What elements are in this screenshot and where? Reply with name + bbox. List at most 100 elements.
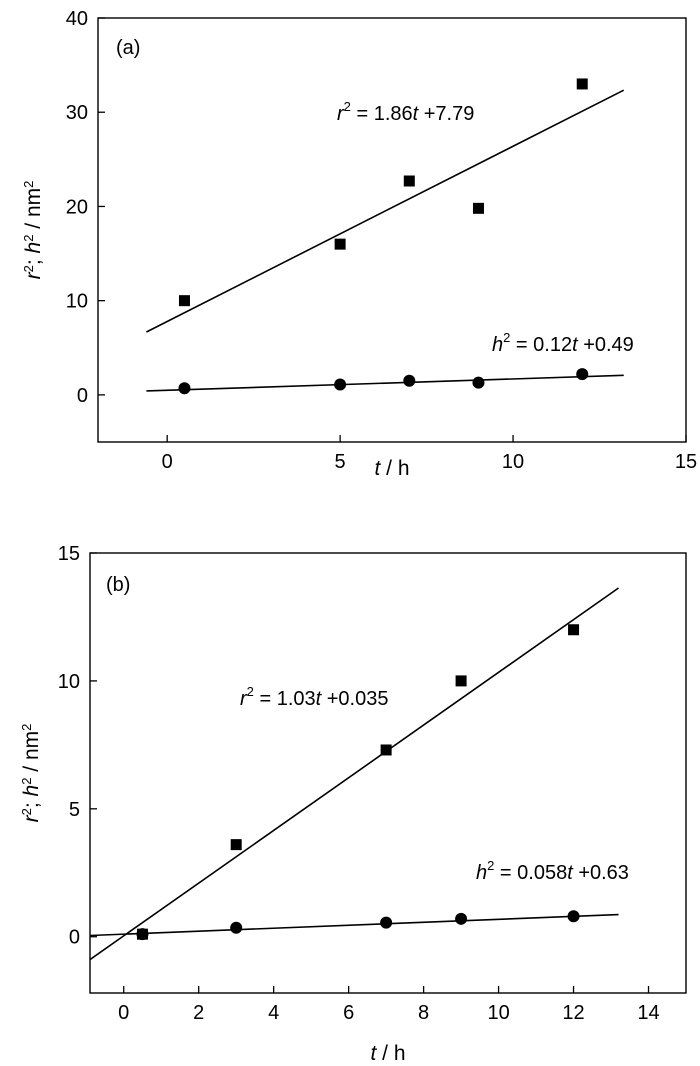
data-point-square — [472, 202, 484, 214]
x-axis-title: t / h — [370, 1042, 405, 1065]
x-tick-label: 4 — [268, 1002, 279, 1024]
x-axis-var: t — [370, 1042, 377, 1065]
data-point-circle — [403, 374, 416, 387]
panel-label: (a) — [116, 37, 140, 59]
equation-t: t — [413, 103, 420, 125]
x-axis-unit: / h — [380, 457, 409, 480]
y-tick-label: 40 — [66, 8, 88, 30]
equation-t: t — [316, 688, 323, 710]
x-axis-var: t — [374, 457, 381, 480]
equation-label: r2 = 1.03t +0.035 — [240, 684, 388, 710]
equation-intercept: +7.79 — [418, 103, 474, 125]
data-point-square — [178, 295, 190, 307]
y-tick-label: 10 — [66, 291, 88, 313]
x-tick-label: 12 — [562, 1002, 584, 1024]
equation-sup: 2 — [344, 99, 351, 114]
data-point-circle — [472, 376, 485, 389]
data-point-square — [576, 78, 588, 90]
equation-intercept: +0.63 — [573, 862, 629, 884]
equation-coef: = 1.03 — [254, 688, 316, 710]
y-axis-sup: 2 — [19, 808, 34, 815]
y-tick-label: 0 — [77, 385, 88, 407]
data-point-circle — [178, 382, 191, 395]
data-point-circle — [230, 921, 243, 934]
equation-var: r — [240, 688, 248, 710]
y-axis-var-h: h — [20, 785, 43, 797]
plot-frame — [97, 17, 687, 443]
data-point-circle — [567, 910, 580, 923]
x-tick-label: 8 — [418, 1002, 429, 1024]
fit-line — [89, 913, 619, 937]
equation-sup: 2 — [247, 684, 254, 699]
y-axis-unit-sup: 2 — [21, 181, 36, 188]
y-axis-var-r: r — [22, 271, 45, 279]
equation-sup: 2 — [503, 330, 510, 345]
data-point-circle — [380, 916, 393, 929]
fit-line — [89, 587, 619, 961]
x-tick-label: 15 — [675, 451, 697, 473]
x-tick-label: 10 — [502, 451, 524, 473]
y-axis-title: r2; h2 / nm2 — [21, 181, 46, 280]
equation-coef: = 1.86 — [351, 103, 413, 125]
y-axis-sup: 2 — [19, 778, 34, 785]
equation-t: t — [567, 862, 574, 884]
data-point-circle — [455, 912, 468, 925]
y-tick-label: 15 — [58, 543, 80, 565]
y-axis-title: r2; h2 / nm2 — [19, 724, 44, 823]
y-tick-label: 5 — [69, 799, 80, 821]
data-point-square — [403, 175, 415, 187]
y-axis-unit: / nm — [20, 731, 43, 778]
x-tick-label: 5 — [335, 451, 346, 473]
equation-coef: = 0.12 — [510, 334, 572, 356]
equation-coef: = 0.058 — [494, 862, 567, 884]
panel-label: (b) — [106, 574, 130, 596]
y-axis-sup: 2 — [21, 265, 36, 272]
equation-sup: 2 — [487, 858, 494, 873]
y-axis-unit: / nm — [22, 188, 45, 235]
data-point-square — [334, 238, 346, 250]
data-point-circle — [334, 378, 347, 391]
y-tick-label: 20 — [66, 196, 88, 218]
x-axis-title: t / h — [374, 457, 409, 480]
y-tick-label: 0 — [69, 927, 80, 949]
y-tick-label: 10 — [58, 671, 80, 693]
x-tick-label: 2 — [193, 1002, 204, 1024]
data-point-square — [230, 839, 242, 851]
x-tick-label: 0 — [162, 451, 173, 473]
equation-label: h2 = 0.058t +0.63 — [476, 858, 629, 884]
data-point-square — [380, 744, 392, 756]
fit-line — [146, 374, 624, 392]
data-point-circle — [136, 928, 149, 941]
series-r2: r2 = 1.86t +7.79 — [146, 78, 625, 333]
equation-label: h2 = 0.12t +0.49 — [492, 330, 634, 356]
y-axis-sep: ; — [22, 253, 45, 265]
y-axis-sep: ; — [20, 796, 43, 808]
x-tick-label: 6 — [343, 1002, 354, 1024]
data-point-square — [568, 624, 580, 636]
equation-var: h — [492, 334, 503, 356]
equation-intercept: +0.49 — [578, 334, 634, 356]
data-point-square — [455, 675, 467, 687]
series-r2: r2 = 1.03t +0.035 — [89, 587, 619, 961]
fit-line — [146, 89, 625, 333]
x-axis-unit: / h — [376, 1042, 405, 1065]
data-point-circle — [576, 368, 589, 381]
equation-label: r2 = 1.86t +7.79 — [337, 99, 474, 125]
y-axis-unit-sup: 2 — [19, 724, 34, 731]
x-tick-label: 14 — [637, 1002, 659, 1024]
y-axis-var-h: h — [22, 242, 45, 254]
equation-var: h — [476, 862, 487, 884]
y-axis-var-r: r — [20, 814, 43, 822]
y-axis-sup: 2 — [21, 235, 36, 242]
equation-t: t — [572, 334, 579, 356]
x-tick-label: 0 — [118, 1002, 129, 1024]
equation-intercept: +0.035 — [321, 688, 388, 710]
series-h2: h2 = 0.058t +0.63 — [89, 858, 629, 941]
y-tick-label: 30 — [66, 102, 88, 124]
x-tick-label: 10 — [487, 1002, 509, 1024]
plot-frame — [89, 552, 687, 994]
series-h2: h2 = 0.12t +0.49 — [146, 330, 634, 395]
